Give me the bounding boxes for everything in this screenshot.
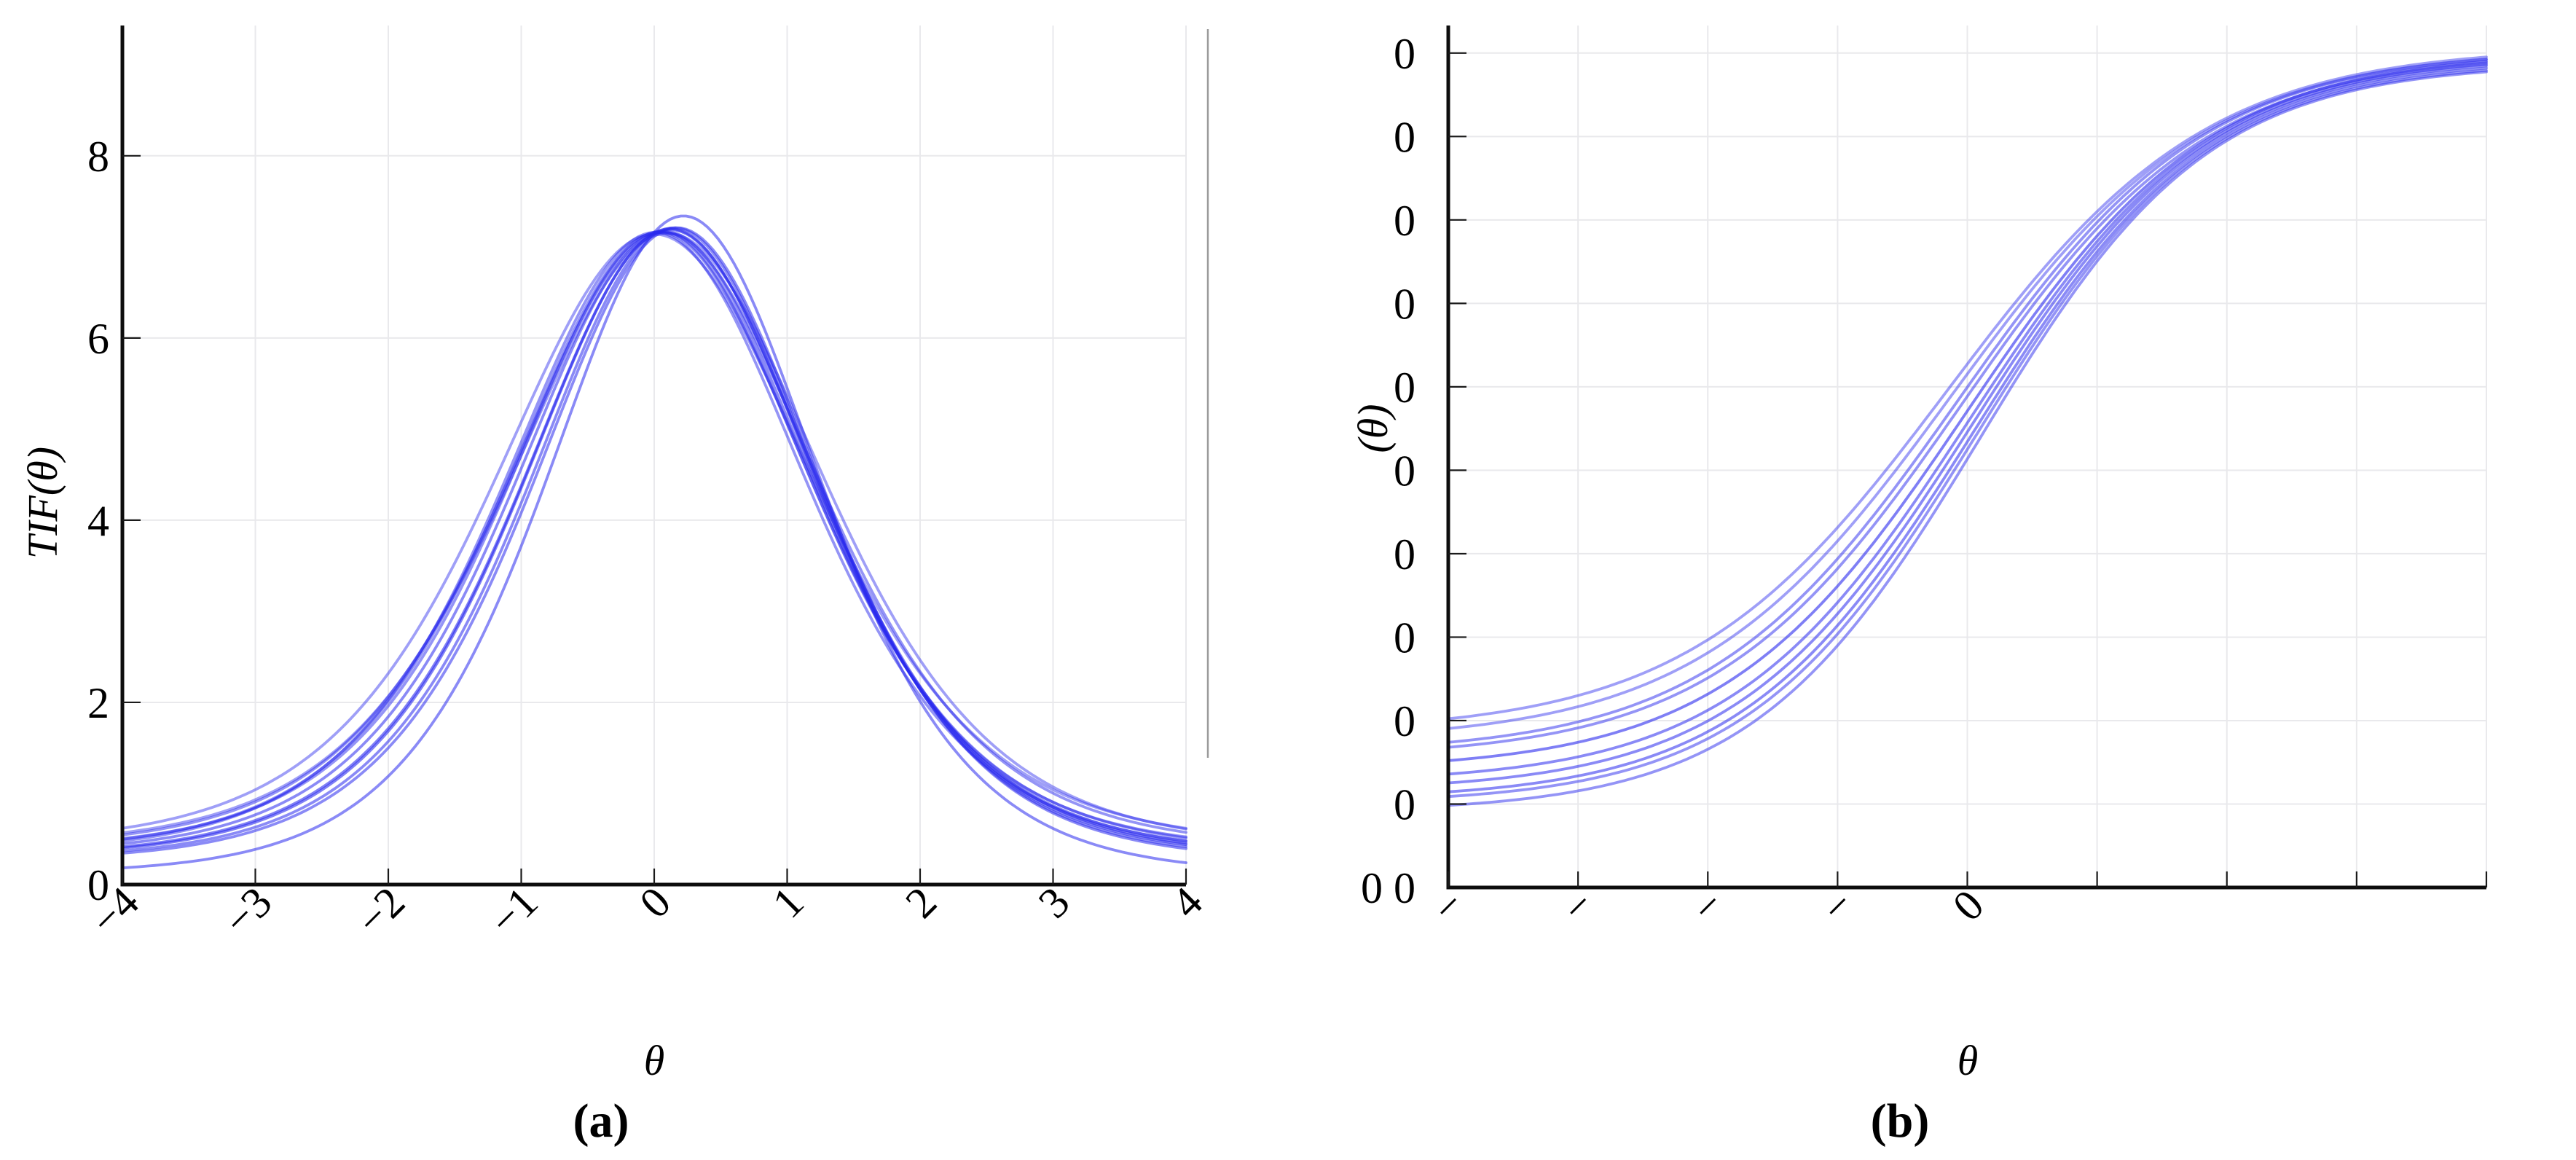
panel-a-ylabel: TIF(θ) [19, 447, 66, 559]
sigmoid-curve-8 [1447, 64, 2488, 785]
y-tick-label: 0 [87, 861, 109, 909]
y-tick-label: 0 [1394, 530, 1415, 579]
panel-a-xlabel: θ [644, 1037, 665, 1084]
panel-b-xlabel: θ [1957, 1037, 1979, 1084]
panel-b-tick-marks [1447, 52, 2488, 887]
caption-b: (b) [1871, 1094, 1930, 1148]
y-tick-label: 4 [87, 497, 109, 545]
sigmoid-curve-10 [1447, 68, 2488, 799]
y-tick-label: 0 [1394, 197, 1415, 245]
y-tick-label: 0 [1394, 280, 1415, 328]
y-tick-label: 0 [1394, 113, 1415, 161]
sigmoid-curve-7 [1447, 58, 2488, 744]
caption-a: (a) [573, 1094, 629, 1148]
sigmoid-curve-2 [1447, 63, 2488, 776]
y-tick-label: 2 [87, 679, 109, 727]
y-tick-label: 0 [1394, 780, 1415, 828]
y-tick-label: 6 [87, 315, 109, 363]
y-tick-label: 0 [1394, 447, 1415, 495]
sigmoid-curve-5 [1447, 60, 2488, 762]
sigmoid-curve-4 [1447, 66, 2488, 793]
y-tick-label: 0 [1394, 30, 1415, 78]
x-tick-label: −3 [214, 878, 281, 945]
panel-b-axes [1446, 26, 2486, 890]
x-tick-label: 4 [1162, 878, 1212, 928]
tif-curve-8 [121, 226, 1187, 855]
y-tick-label: 0 [1394, 614, 1415, 662]
sigmoid-curve-9 [1447, 55, 2488, 721]
x-tick-label: −1 [480, 878, 547, 945]
tif-curve-12 [121, 214, 1187, 869]
y-tick-label: 0 0 [1361, 864, 1415, 912]
sigmoid-curve-6 [1447, 70, 2488, 807]
y-tick-label: 8 [87, 133, 109, 181]
panel-a-tick-marks [121, 154, 1187, 885]
y-tick-label: 0 [1394, 364, 1415, 412]
x-tick-label: −2 [347, 878, 414, 945]
panel-a-curves [121, 214, 1187, 869]
panel-a-axes [120, 26, 1186, 887]
y-tick-label: 0 [1394, 697, 1415, 745]
panel-b-curves [1447, 55, 2488, 807]
panel-b-ylabel: (θ) [1349, 404, 1397, 452]
panel-a-gridlines [122, 26, 1187, 885]
